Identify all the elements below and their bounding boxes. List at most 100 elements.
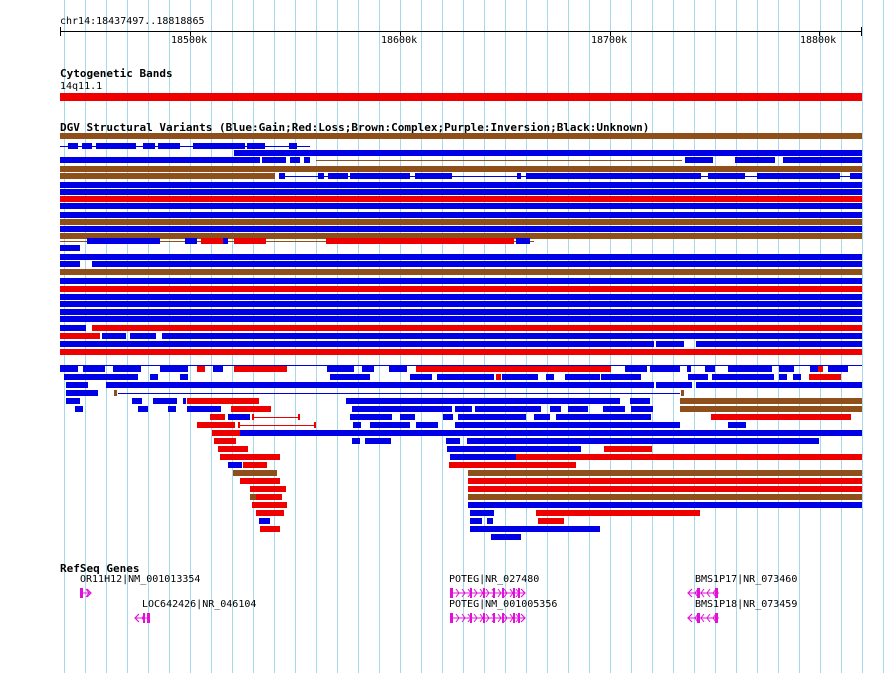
variant-bar[interactable] <box>712 374 774 380</box>
variant-bar[interactable] <box>60 316 862 322</box>
variant-bar[interactable] <box>82 143 92 149</box>
variant-bar[interactable] <box>346 398 620 404</box>
variant-bar[interactable] <box>60 294 862 300</box>
variant-bar[interactable] <box>260 526 280 532</box>
variant-bar[interactable] <box>238 422 240 428</box>
variant-bar[interactable] <box>828 366 848 372</box>
variant-bar[interactable] <box>60 166 862 172</box>
variant-bar[interactable] <box>197 422 235 428</box>
variant-bar[interactable] <box>656 382 692 388</box>
variant-bar[interactable] <box>90 238 160 244</box>
variant-bar[interactable] <box>604 446 652 452</box>
variant-bar[interactable] <box>443 414 453 420</box>
variant-bar[interactable] <box>212 430 240 436</box>
variant-bar[interactable] <box>446 438 460 444</box>
variant-bar[interactable] <box>60 349 862 355</box>
variant-bar[interactable] <box>603 406 625 412</box>
variant-bar[interactable] <box>447 446 581 452</box>
variant-bar[interactable] <box>185 238 197 244</box>
variant-bar[interactable] <box>352 406 452 412</box>
variant-bar[interactable] <box>187 398 259 404</box>
variant-bar[interactable] <box>64 374 138 380</box>
variant-bar[interactable] <box>218 446 248 452</box>
variant-bar[interactable] <box>728 422 746 428</box>
variant-bar[interactable] <box>256 494 282 500</box>
variant-bar[interactable] <box>687 366 691 372</box>
variant-bar[interactable] <box>625 366 647 372</box>
variant-bar[interactable] <box>705 366 715 372</box>
variant-bar[interactable] <box>220 454 280 460</box>
variant-bar[interactable] <box>60 212 862 218</box>
variant-bar[interactable] <box>810 366 820 372</box>
variant-bar[interactable] <box>113 366 141 372</box>
variant-bar[interactable] <box>252 502 287 508</box>
variant-bar[interactable] <box>247 143 265 149</box>
variant-bar[interactable] <box>114 390 117 396</box>
variant-bar[interactable] <box>60 189 862 195</box>
variant-bar[interactable] <box>180 374 188 380</box>
variant-bar[interactable] <box>696 382 862 388</box>
variant-bar[interactable] <box>60 133 862 139</box>
variant-bar[interactable] <box>416 422 438 428</box>
variant-bar[interactable] <box>550 406 561 412</box>
variant-bar[interactable] <box>252 414 254 420</box>
variant-bar[interactable] <box>228 462 242 468</box>
variant-bar[interactable] <box>132 398 142 404</box>
variant-bar[interactable] <box>685 157 713 163</box>
variant-bar[interactable] <box>850 173 862 179</box>
variant-bar[interactable] <box>130 333 156 339</box>
variant-bar[interactable] <box>757 173 840 179</box>
variant-bar[interactable] <box>210 414 225 420</box>
variant-bar[interactable] <box>290 157 300 163</box>
variant-bar[interactable] <box>536 510 700 516</box>
variant-bar[interactable] <box>304 157 310 163</box>
gene-arrow-left-icon[interactable] <box>687 612 719 624</box>
variant-bar[interactable] <box>568 406 588 412</box>
variant-bar[interactable] <box>400 414 415 420</box>
variant-bar[interactable] <box>75 406 83 412</box>
variant-bar[interactable] <box>243 462 267 468</box>
variant-bar[interactable] <box>83 366 105 372</box>
variant-bar[interactable] <box>352 438 360 444</box>
variant-bar[interactable] <box>517 173 521 179</box>
variant-bar[interactable] <box>601 374 641 380</box>
variant-bar[interactable] <box>326 238 514 244</box>
gene-arrow-right-icon[interactable] <box>80 587 92 599</box>
gene-arrow-left-icon[interactable] <box>687 587 719 599</box>
variant-bar[interactable] <box>416 366 611 372</box>
variant-bar[interactable] <box>106 382 654 388</box>
variant-bar[interactable] <box>240 478 280 484</box>
variant-bar[interactable] <box>222 238 228 244</box>
variant-bar[interactable] <box>60 226 862 232</box>
variant-bar[interactable] <box>60 261 80 267</box>
variant-bar[interactable] <box>160 366 188 372</box>
variant-bar[interactable] <box>793 374 801 380</box>
variant-bar[interactable] <box>328 173 348 179</box>
variant-bar[interactable] <box>201 238 223 244</box>
variant-bar[interactable] <box>92 261 862 267</box>
variant-bar[interactable] <box>546 374 554 380</box>
variant-bar[interactable] <box>187 406 221 412</box>
variant-bar[interactable] <box>234 366 287 372</box>
variant-bar[interactable] <box>680 398 862 404</box>
variant-bar[interactable] <box>228 414 250 420</box>
variant-bar[interactable] <box>60 173 275 179</box>
variant-bar[interactable] <box>450 454 516 460</box>
variant-bar[interactable] <box>259 518 270 524</box>
variant-bar[interactable] <box>353 422 361 428</box>
variant-bar[interactable] <box>102 333 126 339</box>
variant-bar[interactable] <box>162 333 862 339</box>
variant-bar[interactable] <box>650 366 680 372</box>
variant-bar[interactable] <box>138 406 148 412</box>
variant-bar[interactable] <box>143 143 155 149</box>
variant-bar[interactable] <box>779 366 794 372</box>
variant-bar[interactable] <box>234 238 266 244</box>
variant-bar[interactable] <box>437 374 494 380</box>
variant-bar[interactable] <box>735 157 775 163</box>
variant-bar[interactable] <box>197 366 205 372</box>
variant-bar[interactable] <box>487 518 493 524</box>
variant-bar[interactable] <box>496 374 501 380</box>
variant-bar[interactable] <box>60 269 862 275</box>
variant-bar[interactable] <box>60 278 862 284</box>
variant-bar[interactable] <box>370 422 410 428</box>
